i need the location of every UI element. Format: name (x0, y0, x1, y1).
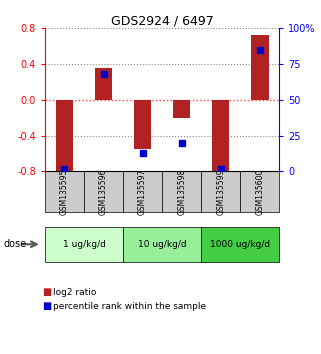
Text: 1000 ug/kg/d: 1000 ug/kg/d (210, 240, 270, 249)
Text: GSM135599: GSM135599 (216, 169, 225, 215)
Bar (134, 100, 152, 149)
Text: ■: ■ (42, 301, 51, 311)
Bar (201, 171, 240, 212)
Text: GSM135598: GSM135598 (177, 169, 186, 215)
Bar (123, 227, 201, 262)
Bar (123, 171, 162, 212)
Bar (240, 171, 279, 212)
Text: ■: ■ (42, 287, 51, 297)
Title: GDS2924 / 6497: GDS2924 / 6497 (111, 14, 213, 27)
Bar (201, 227, 279, 262)
Bar (251, 35, 269, 100)
Text: 1 ug/kg/d: 1 ug/kg/d (63, 240, 105, 249)
Bar (84, 171, 123, 212)
Text: percentile rank within the sample: percentile rank within the sample (53, 302, 206, 311)
Bar (56, 100, 73, 173)
Text: GSM135596: GSM135596 (99, 169, 108, 215)
Text: 10 ug/kg/d: 10 ug/kg/d (138, 240, 187, 249)
Text: GSM135595: GSM135595 (60, 169, 69, 215)
Bar (162, 171, 201, 212)
Text: log2 ratio: log2 ratio (53, 287, 96, 297)
Text: GSM135600: GSM135600 (255, 169, 264, 215)
Bar (45, 227, 123, 262)
Bar (45, 171, 84, 212)
Bar (173, 100, 190, 118)
Bar (212, 100, 230, 173)
Text: GSM135597: GSM135597 (138, 169, 147, 215)
Text: dose: dose (3, 239, 26, 249)
Bar (95, 68, 112, 100)
